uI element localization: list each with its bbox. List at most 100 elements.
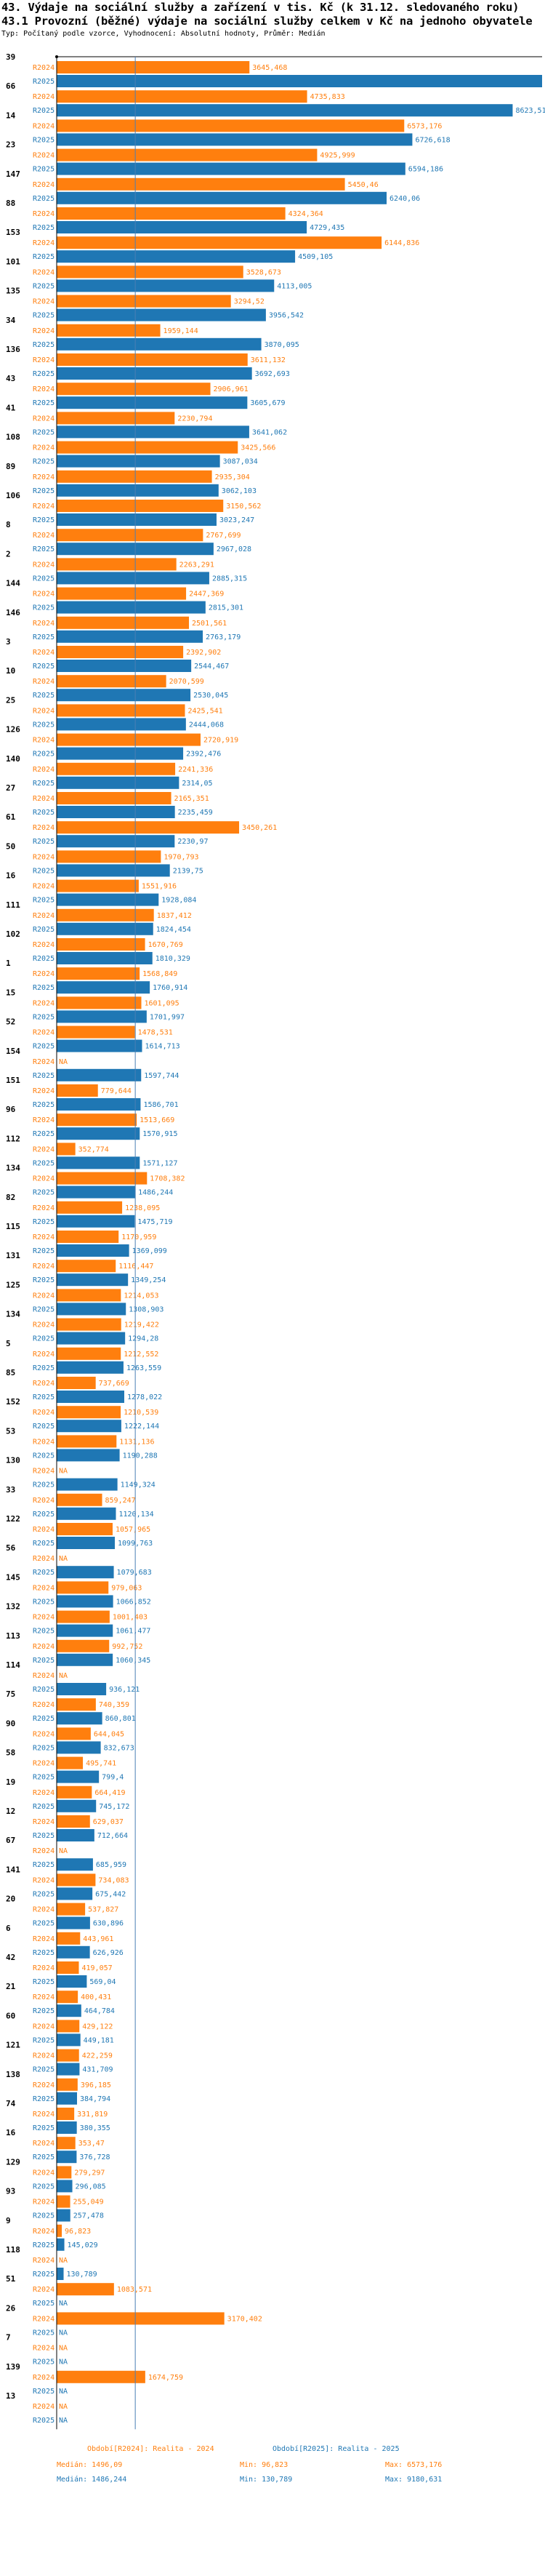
group-label: 53 — [6, 1426, 15, 1436]
group-130: 130 R2024 NA R2025 1149,324 — [6, 1456, 156, 1491]
value-label: 936,121 — [109, 1686, 140, 1694]
group-115: 115 R2024 1170,959 R2025 1369,099 — [6, 1222, 167, 1257]
series-label-R2025: R2025 — [33, 399, 54, 407]
value-label: 1212,552 — [124, 1351, 158, 1359]
group-label: 19 — [6, 1777, 15, 1787]
value-label: 630,896 — [93, 1920, 124, 1928]
legend-r2024: Období[R2024]: Realita - 2024 — [87, 2444, 214, 2453]
group-label: 118 — [6, 2245, 20, 2255]
value-label: 1263,559 — [126, 1364, 161, 1372]
series-label-R2025: R2025 — [33, 1628, 54, 1636]
value-label: 4735,833 — [310, 93, 345, 101]
group-label: 131 — [6, 1251, 20, 1260]
value-label: 2935,304 — [215, 473, 250, 481]
series-label-R2024: R2024 — [33, 2286, 54, 2294]
value-label: 1079,683 — [117, 1569, 152, 1577]
value-label: 2263,291 — [179, 561, 214, 569]
bar-R2025-152 — [57, 1420, 121, 1433]
chart-title: 43. Výdaje na sociální služby a zařízení… — [1, 1, 520, 14]
value-label: 1001,403 — [113, 1614, 148, 1622]
value-label: 5450,46 — [348, 181, 379, 189]
bar-R2025-138 — [57, 2092, 77, 2105]
bar-R2024-6 — [57, 1932, 81, 1945]
bar-R2025-102 — [57, 952, 153, 964]
value-label: 464,784 — [84, 2007, 115, 2015]
bar-R2025-14 — [57, 133, 413, 146]
bar-R2024-134b — [57, 1318, 121, 1331]
value-label: 1083,571 — [117, 2286, 152, 2294]
bar-R2025-20 — [57, 1916, 90, 1929]
value-label: 3023,247 — [219, 516, 254, 524]
series-label-R2025: R2025 — [33, 2066, 54, 2074]
value-label: 1571,127 — [142, 1159, 177, 1167]
bar-R2024-122 — [57, 1523, 113, 1535]
group-33: 33 R2024 859,247 R2025 1120,134 — [6, 1485, 154, 1520]
group-label: 134 — [6, 1310, 20, 1319]
value-label: 2392,902 — [186, 649, 221, 657]
group-108: 108 R2024 3425,566 R2025 3087,034 — [6, 433, 275, 468]
group-label: 13 — [6, 2391, 15, 2401]
series-label-R2024: R2024 — [33, 532, 54, 540]
bar-R2025-67 — [57, 1858, 93, 1871]
value-label: 443,961 — [83, 1935, 113, 1943]
series-label-R2024: R2024 — [33, 853, 54, 861]
legend-r2025: Období[R2025]: Realita - 2025 — [272, 2444, 400, 2453]
value-label: 353,47 — [78, 2140, 105, 2148]
bar-R2025-90 — [57, 1741, 101, 1754]
group-112: 112 R2024 352,774 R2025 1571,127 — [6, 1134, 177, 1169]
value-label: 1568,849 — [142, 970, 177, 978]
group-10: 10 R2024 2070,599 R2025 2530,045 — [6, 666, 228, 702]
group-25: 25 R2024 2425,541 R2025 2444,068 — [6, 695, 224, 731]
series-label-R2024: R2024 — [33, 298, 54, 306]
series-label-R2025: R2025 — [33, 1715, 54, 1723]
bar-R2025-3 — [57, 660, 192, 672]
group-2: 2 R2024 2263,291 R2025 2885,315 — [6, 549, 247, 585]
value-label: 3170,402 — [227, 2315, 262, 2323]
series-label-R2024: R2024 — [33, 1409, 54, 1417]
series-label-R2024: R2024 — [33, 239, 54, 247]
bar-R2024-96 — [57, 1113, 137, 1127]
value-label: 422,259 — [82, 2052, 113, 2060]
bar-R2024-144 — [57, 587, 187, 600]
bar-R2024-82 — [57, 1201, 123, 1214]
value-label: 1116,447 — [118, 1263, 153, 1271]
value-label: 859,247 — [105, 1497, 136, 1505]
group-label: 122 — [6, 1514, 20, 1524]
group-134: 134 R2024 1708,382 R2025 1486,244 — [6, 1164, 185, 1199]
bar-R2024-136 — [57, 353, 248, 366]
bar-R2024-90 — [57, 1727, 91, 1740]
group-75: 75 R2024 740,359 R2025 860,801 — [6, 1689, 136, 1725]
group-label: 130 — [6, 1456, 20, 1465]
series-label-R2025: R2025 — [33, 2241, 54, 2249]
bar-R2024-15 — [57, 996, 142, 1009]
na-label: NA — [59, 1468, 68, 1476]
value-label: 745,172 — [99, 1803, 129, 1811]
series-label-R2025: R2025 — [33, 663, 54, 671]
group-label: 138 — [6, 2070, 20, 2079]
series-label-R2024: R2024 — [33, 1672, 54, 1680]
series-label-R2024: R2024 — [33, 824, 54, 832]
value-label: 3450,261 — [242, 824, 277, 832]
series-label-R2025: R2025 — [33, 926, 54, 934]
bar-R2025-52 — [57, 1039, 142, 1052]
value-label: 6726,618 — [415, 136, 450, 144]
group-56: 56 R2024 NA R2025 1079,683 — [6, 1543, 152, 1579]
group-label: 20 — [6, 1895, 15, 1904]
group-label: 66 — [6, 81, 16, 91]
value-label: 1601,095 — [144, 999, 179, 1007]
bar-R2024-34 — [57, 324, 161, 337]
series-label-R2024: R2024 — [33, 1438, 54, 1446]
value-label: 6144,836 — [384, 239, 419, 247]
group-101: 101 R2024 3528,673 R2025 4113,005 — [6, 257, 312, 292]
group-88: 88 R2024 4324,364 R2025 4729,435 — [6, 199, 344, 233]
series-label-R2025: R2025 — [33, 458, 54, 466]
group-51: 51 R2024 1083,571 R2025 NA — [6, 2274, 152, 2308]
group-label: 147 — [6, 169, 20, 179]
value-label: 1708,382 — [150, 1175, 185, 1183]
series-label-R2025: R2025 — [33, 1393, 54, 1401]
series-label-R2024: R2024 — [33, 1993, 54, 2001]
bar-R2024-102 — [57, 938, 145, 951]
na-label: NA — [59, 2403, 68, 2411]
series-label-R2025: R2025 — [33, 1920, 54, 1928]
